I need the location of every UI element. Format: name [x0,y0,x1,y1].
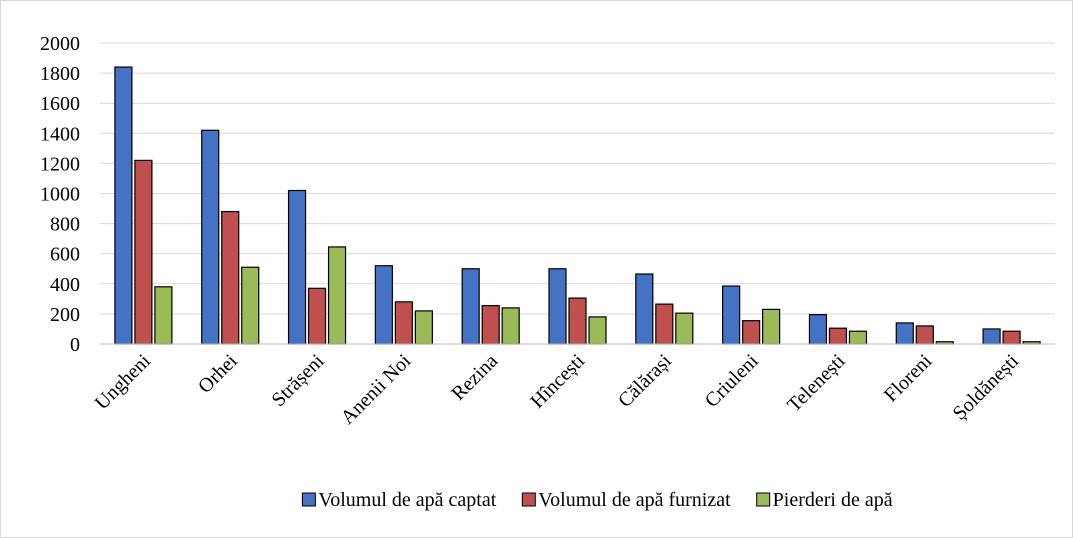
y-tick-label: 2000 [40,33,80,55]
bar [722,285,741,345]
bar [828,327,848,345]
bar [848,330,868,345]
y-tick-label: 200 [50,304,80,326]
bar [481,305,500,345]
y-tick-label: 400 [50,274,80,296]
bar [588,316,607,345]
y-tick-label: 0 [70,334,80,356]
bar [414,310,433,345]
y-tick-label: 800 [50,214,80,236]
bar [762,308,781,345]
bar [221,210,240,345]
y-tick-label: 1400 [40,123,80,145]
bar [114,66,133,345]
bar [327,246,347,345]
bar [635,273,654,345]
bar [134,159,153,345]
bar [394,301,413,345]
bar [895,322,914,345]
bar [374,265,393,345]
bar [154,286,173,345]
y-tick-label: 1800 [40,63,80,85]
y-tick-label: 600 [50,244,80,266]
bar [307,287,327,345]
bar [1002,330,1021,345]
bar [501,307,520,345]
bar [241,266,260,345]
legend: Volumul de apă captat Volumul de apă furn… [301,489,893,511]
bar [655,303,674,345]
legend-label: Pierderi de apă [773,489,893,511]
legend-swatch [521,492,536,507]
legend-label: Volumul de apă captat [318,489,496,511]
bar [568,297,587,345]
bar [548,268,567,345]
bar [461,268,480,345]
bar [675,312,694,345]
legend-swatch [756,492,771,507]
bar [287,189,307,345]
legend-swatch [301,492,316,507]
y-tick-label: 1000 [40,184,80,206]
bar [982,328,1001,345]
bar [201,129,220,345]
y-tick-label: 1600 [40,93,80,115]
bar [742,320,761,345]
bar [808,314,828,345]
bar [915,325,934,345]
legend-label: Volumul de apă furnizat [538,489,731,511]
y-tick-label: 1200 [40,153,80,175]
